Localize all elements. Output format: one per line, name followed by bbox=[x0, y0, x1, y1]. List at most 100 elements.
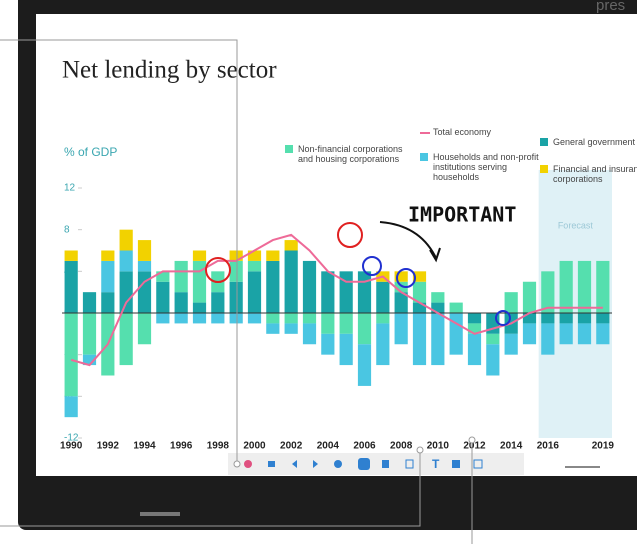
bar-segment bbox=[175, 292, 188, 313]
chart-title: Net lending by sector bbox=[62, 57, 277, 84]
bar-segment bbox=[321, 271, 334, 313]
bar-segment bbox=[468, 313, 481, 323]
bar-segment bbox=[266, 261, 279, 313]
x-tick-label: 2002 bbox=[280, 441, 303, 452]
bar-segment bbox=[120, 230, 133, 251]
legend-swatch bbox=[285, 145, 293, 153]
bar-segment bbox=[266, 323, 279, 333]
bar-segment bbox=[340, 313, 353, 334]
cut-tool[interactable] bbox=[382, 460, 389, 468]
bar-segment bbox=[156, 282, 169, 313]
bar-segment bbox=[486, 334, 499, 344]
page: {"corner_text":"pres", "chart_data":{"ty… bbox=[0, 0, 637, 544]
bar-segment bbox=[83, 313, 96, 355]
x-tick-label: 2004 bbox=[317, 441, 340, 452]
bar-segment bbox=[193, 313, 206, 323]
x-tick-label: 2006 bbox=[353, 441, 376, 452]
clear-tool[interactable] bbox=[334, 460, 342, 468]
y-axis-label: % of GDP bbox=[64, 145, 117, 159]
bar-segment bbox=[303, 261, 316, 313]
forecast-label: Forecast bbox=[558, 220, 594, 230]
bar-segment bbox=[285, 323, 298, 333]
bar-segment bbox=[156, 313, 169, 323]
legend-item: General government bbox=[553, 137, 637, 167]
handwritten-annotation: IMPORTANT bbox=[408, 203, 516, 227]
bar-segment bbox=[340, 271, 353, 313]
bar-segment bbox=[285, 313, 298, 323]
x-tick-label: 2012 bbox=[463, 441, 486, 452]
bar-segment bbox=[248, 313, 261, 323]
x-tick-label: 1994 bbox=[133, 441, 156, 452]
bar-segment bbox=[541, 313, 554, 323]
bar-segment bbox=[230, 261, 243, 282]
bar-segment bbox=[413, 313, 426, 365]
bar-segment bbox=[358, 344, 371, 386]
bar-segment bbox=[578, 261, 591, 313]
bar-segment bbox=[340, 334, 353, 365]
legend-swatch bbox=[540, 165, 548, 173]
bar-segment bbox=[468, 334, 481, 365]
bar-segment bbox=[138, 313, 151, 344]
legend-item: Non-financial corporations and housing c… bbox=[298, 144, 416, 174]
bar-segment bbox=[138, 240, 151, 261]
bar-segment bbox=[505, 334, 518, 355]
bar-segment bbox=[523, 282, 536, 313]
bar-segment bbox=[321, 313, 334, 334]
bar-segment bbox=[101, 292, 114, 313]
bar-segment bbox=[138, 271, 151, 313]
bar-segment bbox=[65, 396, 78, 417]
bar-segment bbox=[450, 313, 463, 355]
corner-text: pres bbox=[596, 0, 625, 14]
bar-segment bbox=[101, 251, 114, 261]
bar-segment bbox=[486, 344, 499, 375]
bar-segment bbox=[358, 313, 371, 344]
x-tick-label: 1992 bbox=[97, 441, 120, 452]
bar-segment bbox=[395, 313, 408, 344]
x-tick-label: 2008 bbox=[390, 441, 413, 452]
x-tick-label: 1996 bbox=[170, 441, 193, 452]
bar-segment bbox=[596, 323, 609, 344]
x-tick-label: 2014 bbox=[500, 441, 523, 452]
bar-segment bbox=[65, 313, 78, 396]
bar-segment bbox=[120, 313, 133, 365]
x-tick-label: 2010 bbox=[427, 441, 450, 452]
pen-tool[interactable] bbox=[244, 460, 252, 468]
bar-segment bbox=[560, 261, 573, 313]
text-tool-icon[interactable]: T bbox=[432, 457, 440, 471]
bar-segment bbox=[193, 261, 206, 303]
bar-segment bbox=[230, 313, 243, 323]
bar-segment bbox=[175, 261, 188, 292]
x-tick-label: 1990 bbox=[60, 441, 83, 452]
bar-segment bbox=[596, 313, 609, 323]
bar-segment bbox=[285, 251, 298, 314]
bar-segment bbox=[321, 334, 334, 355]
bar-segment bbox=[285, 240, 298, 250]
eraser-tool[interactable] bbox=[268, 461, 275, 467]
legend-label: Total economy bbox=[433, 127, 551, 137]
x-tick-label: 1998 bbox=[207, 441, 230, 452]
save-tool[interactable] bbox=[452, 460, 460, 468]
bar-segment bbox=[596, 261, 609, 313]
front-buttons bbox=[140, 512, 180, 516]
toolbar: T bbox=[228, 453, 524, 475]
shape-tool[interactable] bbox=[358, 458, 370, 470]
bar-segment bbox=[578, 313, 591, 323]
x-tick-label: 2000 bbox=[243, 441, 266, 452]
bar-segment bbox=[211, 313, 224, 323]
legend-label: General government bbox=[553, 137, 637, 147]
bar-segment bbox=[505, 292, 518, 313]
bar-segment bbox=[376, 282, 389, 313]
bar-segment bbox=[523, 323, 536, 344]
bar-segment bbox=[120, 251, 133, 272]
bar-segment bbox=[230, 282, 243, 313]
bar-segment bbox=[65, 261, 78, 313]
bar-segment bbox=[303, 323, 316, 344]
bar-segment bbox=[175, 313, 188, 323]
y-tick-label: 12 bbox=[64, 183, 76, 194]
legend-swatch bbox=[420, 153, 428, 161]
bar-segment bbox=[266, 251, 279, 261]
bar-segment bbox=[376, 313, 389, 323]
bar-segment bbox=[193, 251, 206, 261]
bar-segment bbox=[578, 323, 591, 344]
bar-segment bbox=[431, 292, 444, 302]
